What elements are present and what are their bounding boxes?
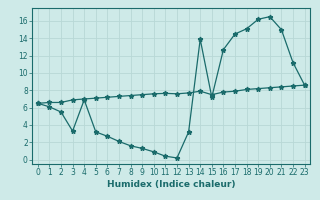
X-axis label: Humidex (Indice chaleur): Humidex (Indice chaleur): [107, 180, 236, 189]
